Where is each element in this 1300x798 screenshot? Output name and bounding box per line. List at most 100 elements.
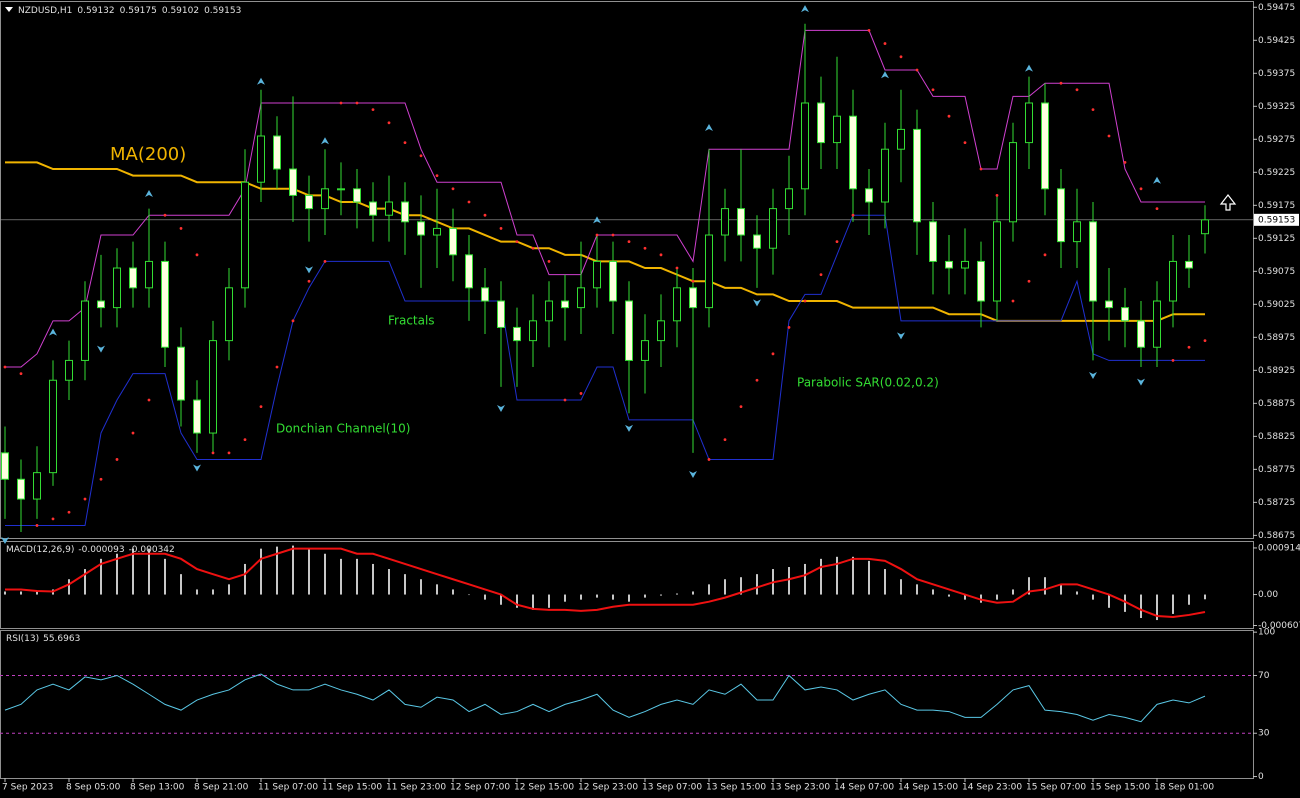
sar-dot	[579, 392, 583, 395]
candle-body	[945, 260, 953, 269]
header-high: 0.59175	[120, 6, 157, 16]
sar-dot	[163, 213, 167, 217]
candle-body	[1121, 307, 1129, 322]
candle-body	[625, 300, 633, 361]
macd-histogram-bar	[964, 594, 966, 600]
macd-histogram-bar	[596, 594, 598, 598]
y-tick-label: 0.59175	[1258, 201, 1295, 211]
sar-dot	[515, 240, 519, 244]
fractal-up	[881, 71, 889, 79]
fractal-down	[497, 405, 505, 413]
candle-body	[1105, 300, 1113, 309]
macd-histogram-bar	[36, 591, 38, 595]
macd-histogram-bar	[164, 558, 166, 595]
candle-body	[1009, 142, 1017, 223]
macd-histogram-bar	[1044, 577, 1046, 595]
candle-body	[657, 320, 665, 342]
candle-body	[337, 188, 345, 191]
candle-body	[129, 267, 137, 289]
sar-dot	[1139, 187, 1143, 191]
candle-body	[465, 254, 473, 289]
candle-body	[993, 221, 1001, 302]
macd-histogram-bar	[244, 563, 246, 595]
y-tick-label: 0.58825	[1258, 432, 1295, 442]
y-tick-label: 0.59025	[1258, 300, 1295, 310]
fractal-up	[1025, 64, 1033, 72]
menu-arrow[interactable]	[5, 7, 13, 12]
sar-dot	[291, 319, 295, 323]
candle-body	[289, 168, 297, 196]
macd-histogram-bar	[692, 591, 694, 595]
fractal-down	[625, 424, 633, 432]
x-tick-label: 13 Sep 23:00	[770, 783, 830, 793]
y-tick-label: 0.59125	[1258, 234, 1295, 244]
sar-dot	[19, 372, 23, 376]
sar-dot	[1059, 81, 1063, 85]
fractal-up	[801, 5, 809, 13]
fractal-up	[1153, 176, 1161, 184]
price-tag: 0.59153	[1258, 215, 1295, 225]
sar-dot	[547, 260, 551, 263]
x-tick-label: 12 Sep 15:00	[514, 783, 574, 793]
macd-histogram-bar	[1156, 594, 1158, 621]
candle-body	[1185, 260, 1193, 269]
macd-histogram-bar	[372, 563, 374, 595]
candle-body	[241, 181, 249, 289]
sar-dot	[467, 200, 471, 204]
rsi-line	[4, 673, 1206, 723]
candle-body	[529, 320, 537, 342]
macd-histogram-bar	[1204, 594, 1206, 600]
sar-dot	[1155, 207, 1159, 211]
header-low: 0.59102	[162, 6, 199, 16]
fractal-down	[689, 471, 697, 479]
candle-body	[1153, 300, 1161, 348]
candle-body	[1, 452, 9, 480]
macd-histogram-bar	[308, 548, 310, 595]
y-tick-label: 0.58675	[1258, 531, 1295, 541]
sar-dot	[675, 266, 679, 270]
sar-dot	[851, 213, 855, 217]
macd-histogram-bar	[148, 548, 150, 595]
candle-body	[609, 260, 617, 302]
candle-body	[737, 208, 745, 236]
macd-histogram-bar	[852, 556, 854, 595]
sar-dot	[771, 352, 775, 356]
candle-body	[1025, 102, 1033, 144]
candle-body	[17, 478, 25, 500]
candle-body	[113, 267, 121, 309]
rsi-panel-frame	[0, 630, 1254, 779]
sar-dot	[195, 253, 199, 257]
sar-dot	[1203, 339, 1207, 343]
macd-header: MACD(12,26,9) -0.000093 -0.000342	[6, 545, 175, 555]
fractal-up	[145, 190, 153, 198]
candle-body	[961, 260, 969, 269]
candle-body	[33, 472, 41, 500]
sar-dot	[659, 253, 663, 257]
candle-body	[913, 128, 921, 223]
macd-histogram-bar	[388, 569, 390, 595]
candle-body	[417, 221, 425, 236]
macd-histogram-bar	[900, 579, 902, 595]
macd-histogram-bar	[68, 579, 70, 595]
fractal-down	[1137, 378, 1145, 386]
sar-dot	[1123, 161, 1127, 164]
macd-histogram-bar	[484, 594, 486, 600]
candle-body	[705, 234, 713, 309]
y-tick-label: 30	[1258, 729, 1270, 739]
sar-dot	[931, 88, 935, 92]
macd-signal-line	[5, 547, 1206, 618]
macd-histogram-bar	[932, 589, 934, 595]
candle-body	[273, 135, 281, 170]
y-tick-label: 70	[1258, 671, 1270, 681]
main-panel-frame	[0, 1, 1254, 539]
y-tick-label: 0.59425	[1258, 36, 1295, 46]
candle-body	[769, 208, 777, 249]
macd-histogram-bar	[996, 594, 998, 600]
x-tick-label: 8 Sep 21:00	[194, 783, 249, 793]
candle-body	[801, 102, 809, 190]
candle-body	[257, 135, 265, 183]
macd-histogram-bar	[532, 594, 534, 610]
candle-body	[689, 287, 697, 309]
sar-dot	[3, 365, 7, 369]
candle-body	[561, 300, 569, 309]
